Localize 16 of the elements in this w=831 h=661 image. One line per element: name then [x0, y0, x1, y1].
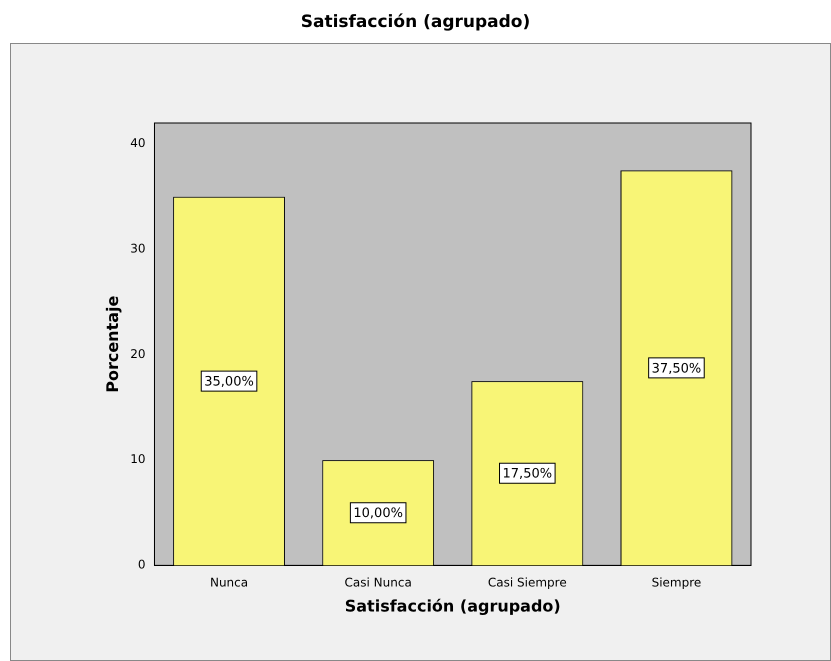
data-label: 17,50% — [502, 466, 552, 482]
y-tick-label: 20 — [130, 346, 146, 361]
data-label: 37,50% — [652, 361, 702, 376]
x-tick-label: Casi Siempre — [488, 576, 567, 590]
y-tick-label: 40 — [130, 136, 146, 150]
data-label: 35,00% — [204, 374, 254, 390]
y-tick-label: 10 — [130, 452, 146, 466]
y-axis-title: Porcentaje — [102, 295, 122, 393]
y-tick-label: 0 — [138, 558, 146, 572]
y-tick-label: 30 — [130, 242, 146, 256]
data-label: 10,00% — [353, 506, 403, 522]
chart-title: Satisfacción (agrupado) — [300, 12, 532, 32]
x-tick-label: Nunca — [210, 576, 248, 590]
x-tick-label: Casi Nunca — [344, 576, 412, 590]
x-axis-title: Satisfacción (agrupado) — [344, 596, 561, 616]
x-tick-label: Siempre — [652, 576, 702, 590]
